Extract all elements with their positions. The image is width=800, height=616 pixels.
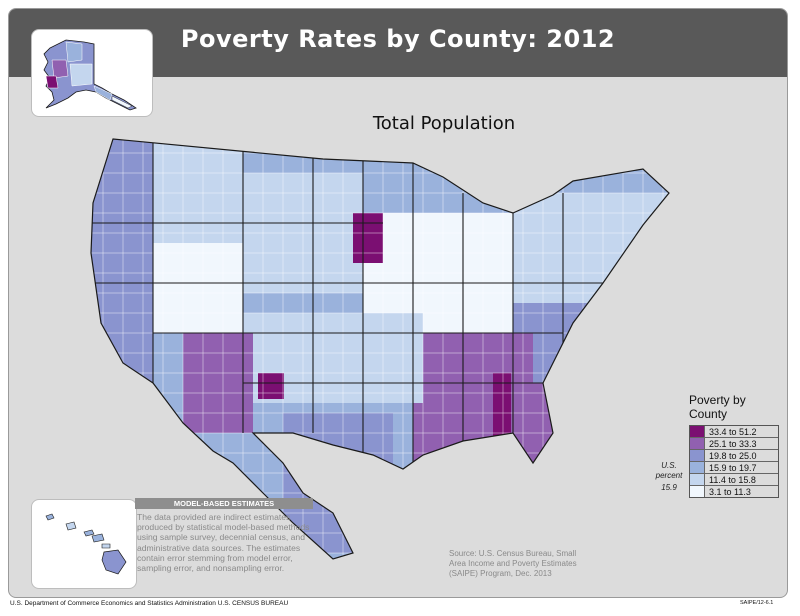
legend-title-line2: County [689, 407, 728, 421]
legend-item: 3.1 to 11.3 [690, 486, 778, 497]
footer-agency: U.S. Department of Commerce Economics an… [10, 600, 289, 607]
source-note: Source: U.S. Census Bureau, Small Area I… [449, 549, 577, 578]
legend-label: 3.1 to 11.3 [709, 486, 751, 497]
hawaii-map [45, 513, 127, 575]
hawaii-inset [31, 499, 137, 589]
legend-label: 25.1 to 33.3 [709, 438, 757, 449]
legend-title: Poverty by County [689, 393, 787, 421]
legend-items: 33.4 to 51.2 25.1 to 33.3 19.8 to 25.0 1… [689, 425, 779, 498]
us-percent-label: U.S. percent [653, 461, 685, 481]
footer-code: SAIPE/12-6.1 [740, 600, 774, 606]
us-percent-value: 15.9 [661, 483, 677, 492]
us-county-map [90, 138, 670, 560]
legend-swatch [690, 450, 705, 461]
legend-swatch [690, 474, 705, 485]
legend-label: 11.4 to 15.8 [709, 474, 756, 485]
legend-swatch [690, 462, 705, 473]
legend-title-line1: Poverty by [689, 393, 746, 407]
legend-swatch [690, 438, 705, 449]
model-estimates-text: The data provided are indirect estimates… [137, 512, 310, 574]
model-estimates-heading: MODEL-BASED ESTIMATES [135, 498, 313, 509]
legend-item: 11.4 to 15.8 [690, 474, 778, 486]
legend-label: 19.8 to 25.0 [709, 450, 757, 461]
map-subtitle: Total Population [372, 113, 516, 134]
legend-label: 33.4 to 51.2 [709, 426, 757, 437]
alaska-map [43, 39, 137, 111]
legend-item: 19.8 to 25.0 [690, 450, 778, 462]
map-title: Poverty Rates by County: 2012 [180, 25, 616, 53]
map-frame: Poverty Rates by County: 2012 Total Popu… [8, 8, 788, 598]
legend-item: 33.4 to 51.2 [690, 426, 778, 438]
us-percent-label-line2: percent [655, 471, 683, 480]
legend-item: 25.1 to 33.3 [690, 438, 778, 450]
legend-swatch [690, 426, 705, 437]
legend-swatch [690, 486, 705, 497]
legend-item: 15.9 to 19.7 [690, 462, 778, 474]
model-based-estimates-note: MODEL-BASED ESTIMATES The data provided … [135, 498, 313, 573]
alaska-inset [31, 29, 153, 117]
legend: Poverty by County 33.4 to 51.2 25.1 to 3… [689, 393, 787, 498]
us-percent-label-line1: U.S. [661, 461, 677, 470]
legend-label: 15.9 to 19.7 [709, 462, 757, 473]
